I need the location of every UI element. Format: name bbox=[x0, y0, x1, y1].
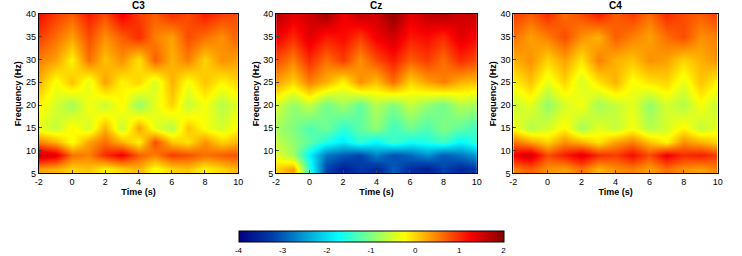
svg-text:20: 20 bbox=[26, 100, 36, 110]
svg-text:30: 30 bbox=[26, 55, 36, 65]
svg-text:1: 1 bbox=[457, 246, 462, 255]
svg-text:40: 40 bbox=[26, 9, 36, 19]
svg-text:10: 10 bbox=[472, 177, 482, 187]
svg-text:8: 8 bbox=[441, 177, 446, 187]
svg-text:0: 0 bbox=[307, 177, 312, 187]
svg-text:C3: C3 bbox=[132, 0, 145, 11]
svg-text:8: 8 bbox=[681, 177, 686, 187]
svg-text:Time (s): Time (s) bbox=[598, 187, 632, 197]
svg-text:20: 20 bbox=[263, 100, 273, 110]
svg-text:10: 10 bbox=[233, 177, 243, 187]
svg-text:10: 10 bbox=[501, 146, 511, 156]
svg-text:4: 4 bbox=[613, 177, 618, 187]
svg-text:6: 6 bbox=[407, 177, 412, 187]
svg-text:8: 8 bbox=[202, 177, 207, 187]
svg-text:5: 5 bbox=[268, 169, 273, 179]
svg-text:Time (s): Time (s) bbox=[121, 187, 155, 197]
svg-text:35: 35 bbox=[26, 32, 36, 42]
svg-text:Frequency (Hz): Frequency (Hz) bbox=[488, 61, 498, 126]
svg-text:-2: -2 bbox=[323, 246, 331, 255]
svg-text:2: 2 bbox=[501, 246, 506, 255]
svg-text:0: 0 bbox=[545, 177, 550, 187]
svg-text:-2: -2 bbox=[35, 177, 43, 187]
svg-text:Cz: Cz bbox=[370, 0, 382, 11]
svg-text:15: 15 bbox=[501, 123, 511, 133]
svg-text:-3: -3 bbox=[279, 246, 287, 255]
svg-text:6: 6 bbox=[169, 177, 174, 187]
svg-text:25: 25 bbox=[263, 77, 273, 87]
svg-text:25: 25 bbox=[501, 77, 511, 87]
svg-text:Frequency (Hz): Frequency (Hz) bbox=[13, 61, 23, 126]
svg-text:-2: -2 bbox=[509, 177, 517, 187]
svg-text:0: 0 bbox=[413, 246, 418, 255]
svg-text:2: 2 bbox=[103, 177, 108, 187]
svg-text:-2: -2 bbox=[272, 177, 280, 187]
svg-text:5: 5 bbox=[31, 169, 36, 179]
svg-text:6: 6 bbox=[647, 177, 652, 187]
svg-text:10: 10 bbox=[26, 146, 36, 156]
svg-text:40: 40 bbox=[501, 9, 511, 19]
svg-text:40: 40 bbox=[263, 9, 273, 19]
svg-text:15: 15 bbox=[263, 123, 273, 133]
svg-text:2: 2 bbox=[579, 177, 584, 187]
svg-text:Time (s): Time (s) bbox=[359, 187, 393, 197]
svg-text:C4: C4 bbox=[609, 0, 622, 11]
svg-text:Frequency (Hz): Frequency (Hz) bbox=[251, 61, 261, 126]
svg-text:30: 30 bbox=[501, 55, 511, 65]
svg-text:0: 0 bbox=[70, 177, 75, 187]
svg-text:4: 4 bbox=[374, 177, 379, 187]
svg-text:15: 15 bbox=[26, 123, 36, 133]
svg-text:-1: -1 bbox=[367, 246, 375, 255]
svg-text:25: 25 bbox=[26, 77, 36, 87]
svg-text:10: 10 bbox=[713, 177, 723, 187]
svg-text:4: 4 bbox=[136, 177, 141, 187]
svg-text:30: 30 bbox=[263, 55, 273, 65]
svg-text:5: 5 bbox=[506, 169, 511, 179]
svg-text:35: 35 bbox=[263, 32, 273, 42]
svg-text:20: 20 bbox=[501, 100, 511, 110]
svg-text:10: 10 bbox=[263, 146, 273, 156]
svg-text:35: 35 bbox=[501, 32, 511, 42]
svg-text:2: 2 bbox=[341, 177, 346, 187]
svg-text:-4: -4 bbox=[235, 246, 243, 255]
